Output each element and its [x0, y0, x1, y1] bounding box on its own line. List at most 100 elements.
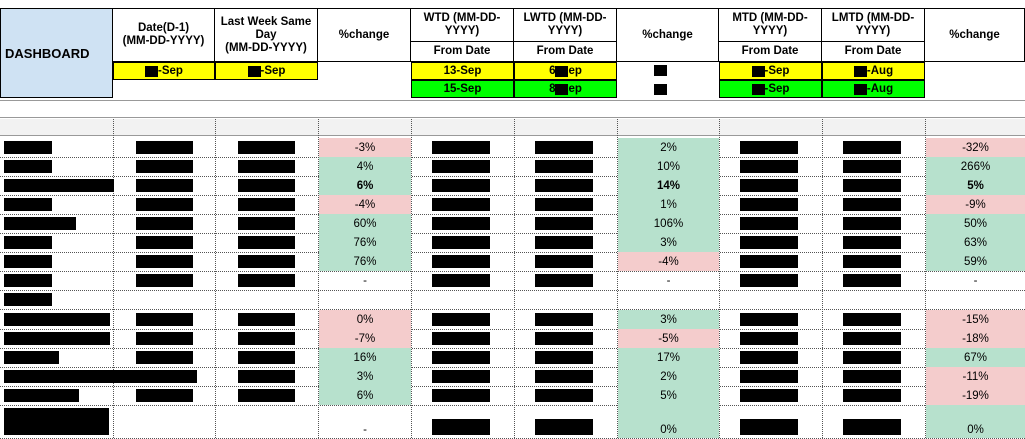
redacted-value	[432, 419, 490, 435]
lwtd-date-2: 8 ep	[514, 80, 617, 98]
redacted-value	[843, 160, 901, 173]
pct-change-cell: 60%	[319, 214, 411, 233]
date-d1-cell: -Sep	[113, 62, 215, 80]
redaction	[853, 65, 867, 77]
pct-change-cell: 76%	[319, 252, 411, 271]
header-wtd: WTD (MM-DD-YYYY)	[411, 8, 514, 42]
redacted-row-label	[4, 351, 59, 364]
redacted-row-label	[4, 293, 52, 306]
redacted-value	[535, 313, 593, 326]
pct-change-cell: 0%	[926, 405, 1025, 438]
redacted-value	[238, 160, 295, 173]
redaction	[247, 65, 261, 77]
redacted-value	[740, 351, 798, 364]
pct-change-cell: 2%	[618, 138, 719, 157]
redacted-value	[740, 217, 798, 230]
redacted-value	[740, 274, 798, 287]
redacted-value	[136, 255, 193, 268]
pct-change-cell: -32%	[926, 138, 1025, 157]
pct-change-cell: 3%	[618, 233, 719, 252]
redacted-row-label	[4, 160, 52, 173]
redacted-value	[432, 389, 490, 402]
redacted-value	[740, 236, 798, 249]
pct-change-cell: 3%	[319, 367, 411, 386]
row-divider	[0, 195, 1025, 196]
redacted-value	[535, 236, 593, 249]
mtd-from-date: From Date	[719, 42, 822, 62]
redacted-value	[535, 217, 593, 230]
pct-change-cell: 67%	[926, 348, 1025, 367]
redacted-value	[740, 370, 798, 383]
redacted-value	[843, 370, 901, 383]
redacted-value	[740, 389, 798, 402]
pct-change-cell: -	[363, 274, 367, 287]
redacted-value	[432, 332, 490, 345]
pct-change-cell: 1%	[618, 195, 719, 214]
redacted-value	[535, 141, 593, 154]
pct-change-cell: 59%	[926, 252, 1025, 271]
redacted-row-label	[4, 389, 79, 402]
redacted-value	[432, 198, 490, 211]
redacted-value	[740, 160, 798, 173]
header-lmtd: LMTD (MM-DD-YYYY)	[822, 8, 925, 42]
redacted-row-label	[4, 313, 110, 326]
redacted-value	[238, 217, 295, 230]
pct-change-cell: 4%	[319, 157, 411, 176]
pct-change-cell: 3%	[618, 310, 719, 329]
pct-change-cell: -19%	[926, 386, 1025, 405]
pct-change-cell	[618, 290, 719, 309]
redacted-value	[535, 370, 593, 383]
redacted-value	[432, 274, 490, 287]
redacted-value	[432, 141, 490, 154]
col-divider	[719, 119, 720, 438]
pct-change-cell: 6%	[319, 386, 411, 405]
redacted-value	[535, 389, 593, 402]
redacted-value	[843, 351, 901, 364]
pct-change-cell: 10%	[618, 157, 719, 176]
redacted-value	[535, 332, 593, 345]
redacted-value	[238, 274, 295, 287]
redacted-value	[432, 351, 490, 364]
redaction	[654, 65, 667, 76]
row-divider	[0, 386, 1025, 387]
pct-change-cell: 5%	[926, 176, 1025, 195]
redacted-value	[432, 179, 490, 192]
wtd-date-1: 13-Sep	[411, 62, 514, 80]
pct-change-cell: -	[666, 274, 671, 287]
row-divider	[0, 233, 1025, 234]
redacted-value	[136, 160, 193, 173]
grey-band	[0, 119, 1025, 136]
pct-change-cell: 266%	[926, 157, 1025, 176]
redaction	[751, 65, 765, 77]
lmtd-date-1: -Aug	[822, 62, 925, 80]
redacted-value	[843, 236, 901, 249]
redacted-value	[535, 160, 593, 173]
redacted-value	[136, 141, 193, 154]
redacted-value	[843, 313, 901, 326]
pct-change-cell: -4%	[618, 252, 719, 271]
redacted-value	[843, 217, 901, 230]
pct-change-cell: 14%	[618, 176, 719, 195]
redacted-value	[238, 236, 295, 249]
pct-change-cell: -7%	[319, 329, 411, 348]
pct-change-cell: -9%	[926, 195, 1025, 214]
redacted-value	[238, 332, 295, 345]
pct-change-cell: 17%	[618, 348, 719, 367]
row-divider	[0, 157, 1025, 158]
row-divider	[0, 176, 1025, 177]
row-divider	[0, 271, 1025, 272]
dashboard-title: DASHBOARD	[0, 8, 113, 98]
redacted-row-label	[4, 236, 52, 249]
redacted-value	[535, 198, 593, 211]
pct-change-cell: 6%	[319, 176, 411, 195]
redacted-value	[136, 179, 193, 192]
col-divider	[411, 119, 412, 438]
col-divider	[822, 119, 823, 438]
redacted-value	[535, 419, 593, 435]
redaction	[145, 65, 159, 77]
redacted-row-label	[4, 198, 52, 211]
redacted-value	[136, 351, 193, 364]
redacted-value	[843, 332, 901, 345]
header-pct-change-3: %change	[925, 8, 1025, 62]
